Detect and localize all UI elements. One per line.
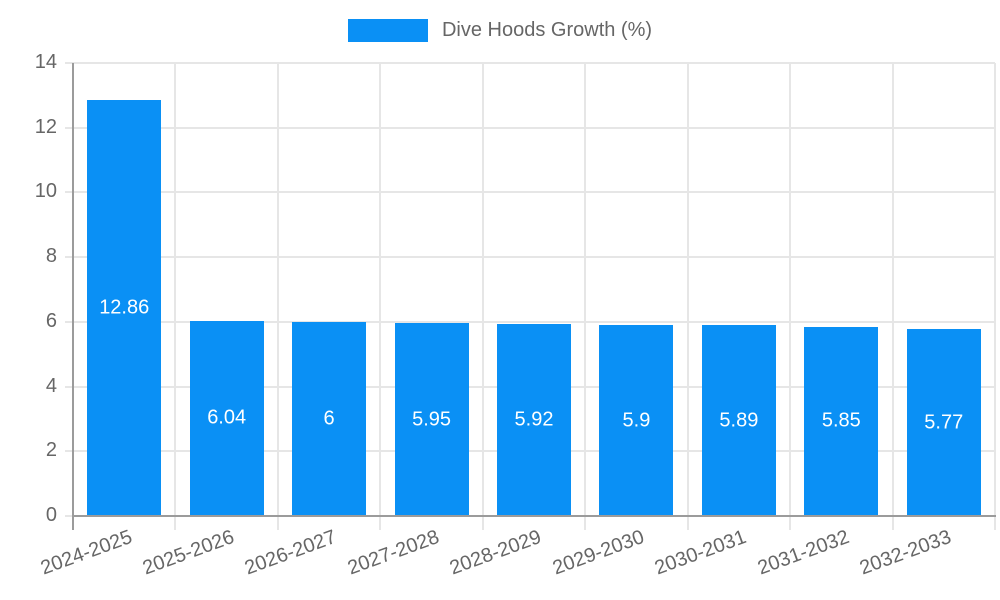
y-axis-tick-label: 10 bbox=[34, 180, 57, 203]
legend-swatch-icon bbox=[347, 19, 428, 42]
x-axis-tick-label: 2025-2026 bbox=[139, 526, 238, 580]
bar[interactable] bbox=[804, 326, 879, 516]
y-gridline bbox=[65, 62, 995, 64]
x-axis-line bbox=[72, 515, 996, 517]
legend: Dive Hoods Growth (%) bbox=[0, 19, 1000, 42]
y-axis-tick-label: 14 bbox=[34, 51, 57, 74]
x-gridline bbox=[481, 63, 484, 530]
y-axis-tick-label: 2 bbox=[45, 439, 57, 462]
legend-item[interactable]: Dive Hoods Growth (%) bbox=[347, 19, 653, 42]
x-axis-tick-label: 2027-2028 bbox=[344, 526, 443, 580]
x-axis-tick-label: 2029-2030 bbox=[549, 526, 647, 580]
bar-value-label: 5.89 bbox=[719, 409, 759, 432]
x-gridline bbox=[994, 63, 996, 530]
x-axis-tick-label: 2031-2032 bbox=[754, 526, 852, 580]
y-gridline bbox=[65, 256, 995, 259]
bar[interactable] bbox=[292, 321, 367, 516]
x-axis-tick-label: 2032-2033 bbox=[856, 526, 955, 580]
bar-value-label: 12.86 bbox=[99, 296, 150, 319]
bar[interactable] bbox=[189, 320, 264, 516]
bar[interactable] bbox=[394, 323, 469, 516]
x-gridline bbox=[584, 63, 587, 530]
x-gridline bbox=[686, 63, 689, 530]
bar-value-label: 5.9 bbox=[622, 409, 651, 432]
y-axis-line bbox=[72, 63, 74, 530]
x-gridline bbox=[789, 63, 792, 530]
bar-value-label: 5.77 bbox=[924, 411, 964, 434]
y-axis-tick-label: 8 bbox=[45, 245, 57, 268]
bar[interactable] bbox=[906, 329, 981, 516]
y-axis-tick-label: 4 bbox=[45, 374, 57, 397]
bar[interactable] bbox=[87, 99, 162, 516]
x-gridline bbox=[379, 63, 382, 530]
bar-value-label: 5.95 bbox=[412, 408, 452, 431]
x-axis-tick-label: 2026-2027 bbox=[242, 526, 340, 580]
y-gridline bbox=[65, 191, 995, 194]
bar[interactable] bbox=[701, 325, 776, 516]
x-axis-tick-label: 2028-2029 bbox=[447, 526, 545, 580]
bar-value-label: 6.04 bbox=[207, 406, 247, 429]
x-axis-tick-label: 2024-2025 bbox=[37, 526, 135, 580]
bar[interactable] bbox=[497, 324, 571, 516]
x-gridline bbox=[174, 63, 177, 530]
legend-label: Dive Hoods Growth (%) bbox=[441, 19, 653, 41]
y-axis-tick-label: 0 bbox=[45, 504, 57, 527]
bar[interactable] bbox=[599, 325, 674, 516]
bar-value-label: 6 bbox=[323, 407, 335, 430]
y-gridline bbox=[65, 320, 995, 323]
y-gridline bbox=[65, 126, 995, 129]
bar-value-label: 5.85 bbox=[821, 409, 861, 432]
x-gridline bbox=[891, 63, 894, 530]
bar-value-label: 5.92 bbox=[514, 408, 554, 431]
x-axis-tick-label: 2030-2031 bbox=[652, 526, 750, 580]
y-axis-tick-label: 12 bbox=[34, 115, 57, 138]
x-gridline bbox=[276, 63, 279, 530]
y-axis-tick-label: 6 bbox=[45, 309, 57, 332]
